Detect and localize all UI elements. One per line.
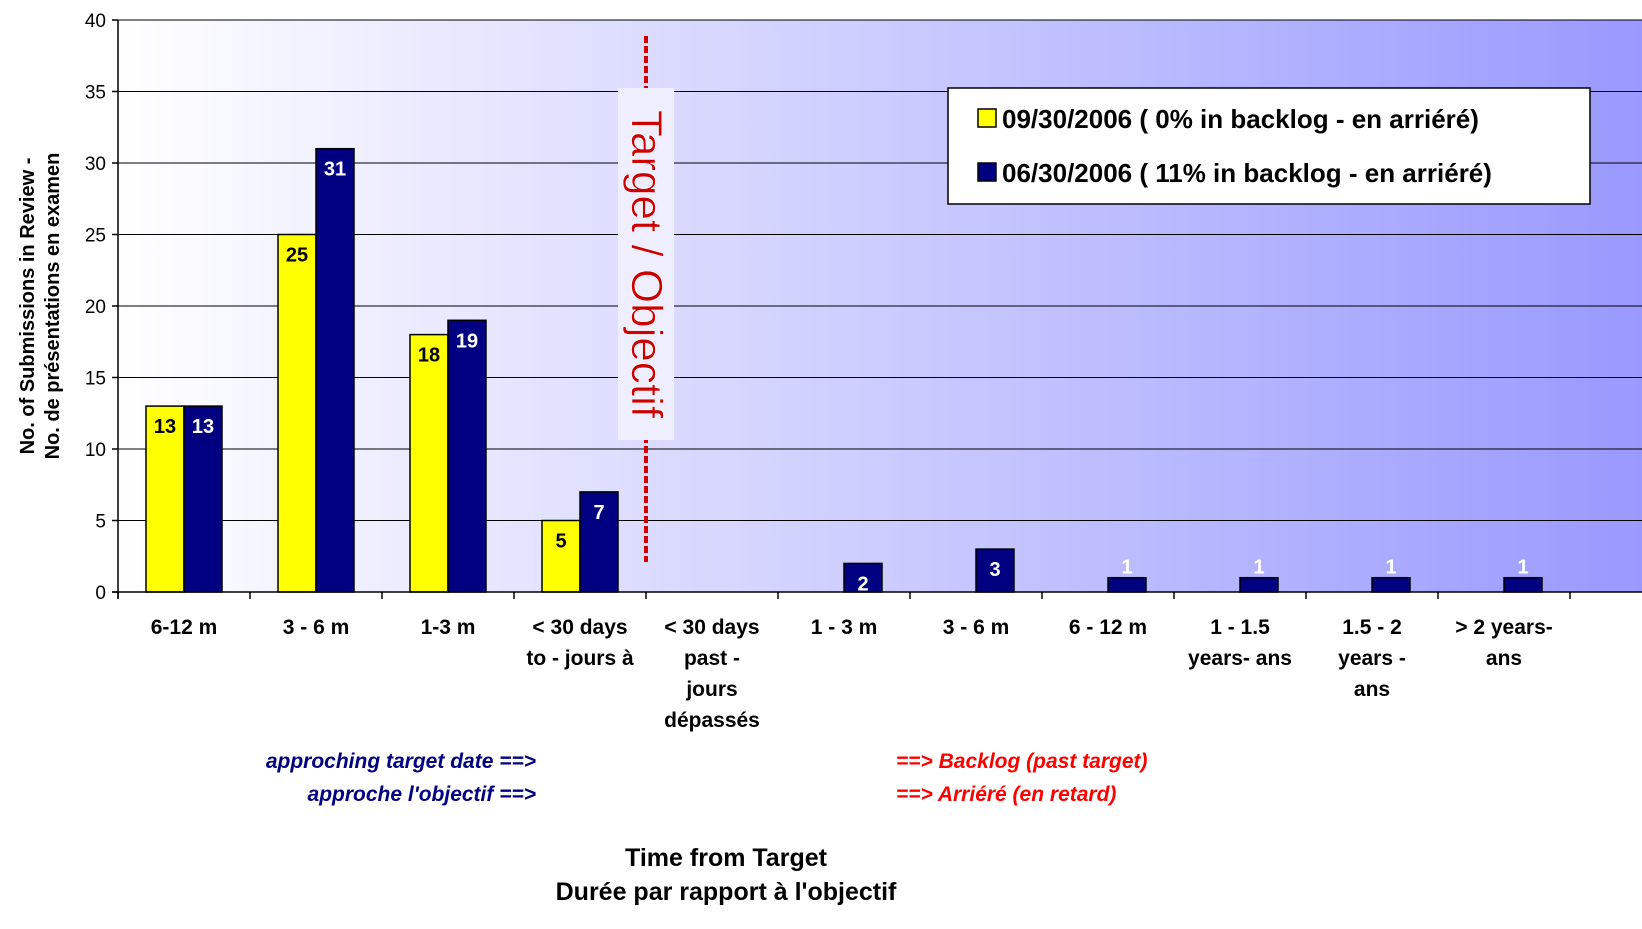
y-tick-label: 0 [95, 583, 106, 604]
bar [1239, 576, 1279, 593]
bar-value-label: 1 [1121, 557, 1132, 579]
legend-swatch [977, 162, 997, 182]
bar-value-label: 19 [456, 330, 478, 352]
x-tick-label: 1-3 m [421, 616, 476, 639]
bar [1371, 576, 1411, 593]
y-tick-label: 40 [85, 11, 106, 32]
x-tick-labels: 6-12 m 3 - 6 m 1-3 m < 30 days to - jours à <… [151, 616, 1553, 732]
bar-value-label: 1 [1253, 557, 1264, 579]
bar [409, 333, 449, 593]
bar [183, 405, 223, 593]
legend: 09/30/2006 ( 0% in backlog - en arriéré)… [947, 87, 1591, 205]
bar [447, 319, 487, 593]
bar-value-label: 13 [154, 416, 176, 438]
annotations: approching target date ==> approche l'obj… [266, 750, 1148, 806]
legend-box [947, 87, 1591, 205]
legend-swatch [977, 108, 997, 128]
backlog-annotation: ==> Arriéré (en retard) [896, 783, 1116, 806]
x-tick-label: 6-12 m [151, 616, 218, 639]
backlog-annotation: ==> Backlog (past target) [896, 750, 1148, 773]
x-tick-label: 3 - 6 m [283, 616, 350, 639]
approaching-annotation: approching target date ==> [266, 750, 536, 773]
x-tick-label: 1 - 1.5 years- ans [1188, 616, 1292, 670]
bar-value-label: 18 [418, 345, 440, 367]
legend-label: 09/30/2006 ( 0% in backlog - en arriéré) [1002, 104, 1479, 134]
bar-value-label: 1 [1385, 557, 1396, 579]
x-tick-label: 3 - 6 m [943, 616, 1010, 639]
bar [315, 147, 355, 593]
axis-titles: No. of Submissions in Review - No. de pré… [17, 153, 897, 906]
x-tick-label: > 2 years-ans [1455, 616, 1553, 670]
bar [975, 548, 1015, 593]
bar-value-label: 25 [286, 245, 308, 267]
y-tick-label: 5 [95, 512, 106, 533]
y-tick-label: 30 [85, 154, 106, 175]
bar [1503, 576, 1543, 593]
legend-label: 06/30/2006 ( 11% in backlog - en arriéré… [1002, 158, 1492, 188]
bar-value-label: 3 [989, 559, 1000, 581]
y-tick-label: 25 [85, 226, 106, 247]
target-label-bg [618, 88, 674, 440]
bars [145, 147, 1543, 593]
bar [1107, 576, 1147, 593]
x-tick-label: 1 - 3 m [811, 616, 878, 639]
approaching-annotation: approche l'objectif ==> [308, 783, 536, 806]
y-tick-label: 20 [85, 297, 106, 318]
x-tick-label: < 30 days to - jours à [526, 616, 634, 670]
bar-value-label: 5 [555, 531, 566, 553]
bar-value-label: 7 [593, 502, 604, 524]
bar [277, 233, 317, 593]
x-axis-title: Time from Target Durée par rapport à l'ob… [556, 844, 897, 906]
y-tick-label: 10 [85, 440, 106, 461]
x-tick-label: 1.5 - 2 years -ans [1338, 616, 1406, 701]
y-tick-label: 15 [85, 369, 106, 390]
bar-value-label: 1 [1517, 557, 1528, 579]
axes [112, 19, 1642, 599]
target-line: Target / Objectif [618, 36, 674, 562]
bar-value-label: 2 [857, 573, 868, 595]
y-axis-title: No. of Submissions in Review - No. de pré… [17, 153, 64, 460]
bar [541, 519, 581, 593]
x-tick-label: < 30 days past -jours dépassés [664, 616, 760, 732]
bar-value-label: 13 [192, 416, 214, 438]
y-tick-labels: 0 5 10 15 20 25 30 35 40 [85, 11, 106, 604]
bar [579, 491, 619, 593]
bar-value-label: 31 [324, 159, 346, 181]
target-label: Target / Objectif [622, 110, 671, 419]
y-tick-label: 35 [85, 83, 106, 104]
x-tick-label: 6 - 12 m [1069, 616, 1147, 639]
